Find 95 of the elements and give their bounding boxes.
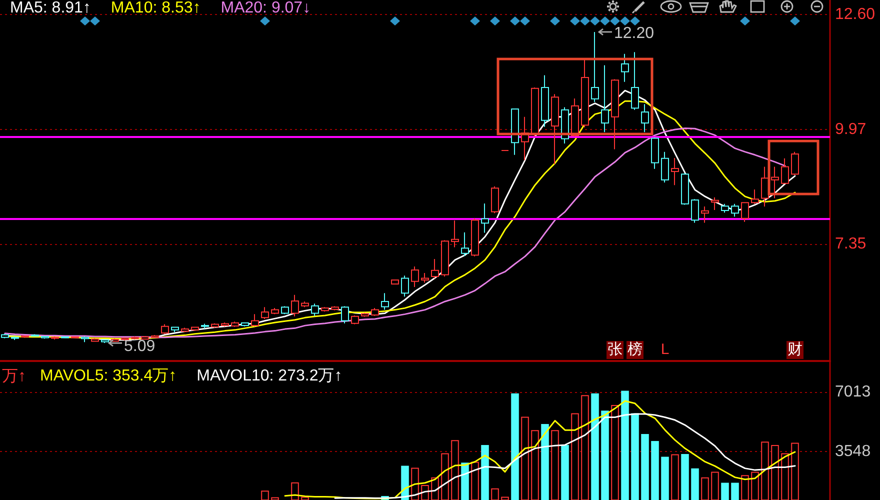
candlestick — [591, 31, 599, 102]
candlestick — [181, 327, 189, 333]
candlestick — [641, 104, 649, 133]
candlestick — [161, 324, 169, 334]
annotation: 12.20 — [614, 24, 654, 42]
candlestick — [671, 157, 679, 186]
candlestick — [471, 218, 479, 257]
candlestick — [691, 198, 699, 224]
candlestick — [21, 335, 29, 338]
candlestick — [621, 53, 629, 82]
candlestick — [231, 321, 239, 328]
candlestick — [491, 186, 499, 214]
candlestick — [681, 172, 689, 206]
candlestick — [281, 306, 289, 315]
candlestick — [61, 336, 69, 339]
candlestick — [81, 336, 89, 343]
candlestick — [481, 202, 489, 234]
candlestick — [331, 306, 339, 311]
candlestick — [141, 336, 149, 340]
candlestick — [191, 326, 199, 332]
candlestick — [541, 74, 549, 128]
candlestick — [251, 314, 259, 327]
candlestick — [731, 203, 739, 218]
text: MA5: 8.91↑ — [10, 0, 91, 16]
candlestick — [401, 275, 409, 298]
candlestick — [361, 312, 369, 318]
candlestick — [71, 336, 79, 339]
candlestick — [11, 336, 19, 340]
candlestick — [531, 87, 539, 138]
annotation: L — [660, 341, 670, 359]
annotation: 财 — [786, 341, 804, 359]
candlestick — [391, 279, 399, 285]
candlestick — [511, 108, 519, 156]
line-series — [284, 400, 796, 500]
candlestick — [741, 202, 749, 222]
candlestick — [761, 166, 769, 208]
candlestick — [101, 339, 109, 344]
candlestick — [711, 196, 719, 211]
candlestick — [151, 334, 159, 338]
candlestick — [241, 322, 249, 327]
candlestick — [651, 136, 659, 170]
candlestick — [31, 334, 39, 337]
candlestick — [291, 294, 299, 317]
text: MA10: 8.53↑ — [110, 0, 201, 16]
candlestick — [351, 314, 359, 325]
candlestick — [441, 240, 449, 278]
y-tick-label: 9.97 — [835, 121, 866, 138]
candlestick — [661, 151, 669, 183]
y-tick-label: 7013 — [835, 383, 871, 400]
annotation: 5.09 — [124, 338, 156, 356]
candlestick — [121, 336, 129, 341]
candlestick — [791, 151, 799, 176]
annotation: 榜 — [626, 341, 644, 359]
candlestick — [171, 326, 179, 333]
candlestick — [201, 323, 209, 330]
y-tick-label: 7.35 — [835, 236, 866, 253]
candlestick — [301, 300, 309, 308]
text: MA20: 9.07↓ — [220, 0, 311, 16]
candlestick — [271, 308, 279, 315]
annotation: 万↑ — [2, 368, 26, 386]
candlestick — [601, 64, 609, 133]
candlestick — [41, 336, 49, 340]
candlestick — [411, 266, 419, 288]
candlestick — [701, 206, 709, 224]
text: MAVOL10: 273.2万↑ — [196, 368, 342, 384]
candlestick — [51, 336, 59, 340]
candlestick — [721, 203, 729, 214]
candlestick — [221, 322, 229, 327]
line-series — [334, 413, 796, 499]
candlestick — [581, 59, 589, 128]
candlestick — [451, 220, 459, 248]
annotation: 张 — [606, 341, 624, 359]
candlestick — [571, 98, 579, 138]
candlestick — [771, 166, 779, 199]
candlestick — [781, 158, 789, 184]
candlestick — [631, 52, 639, 110]
candlestick — [321, 306, 329, 312]
candlestick — [611, 78, 619, 150]
candlestick — [461, 232, 469, 256]
text: MAVOL5: 353.4万↑ — [40, 368, 177, 384]
candlestick — [421, 272, 429, 284]
candlestick — [371, 308, 379, 316]
candlestick — [131, 336, 139, 340]
candlestick — [311, 303, 319, 316]
candlestick — [751, 188, 759, 204]
candlestick — [341, 306, 349, 324]
candlestick — [431, 258, 439, 279]
candlestick — [91, 338, 99, 342]
y-tick-label: 3548 — [835, 443, 871, 460]
y-tick-label: 12.60 — [835, 6, 876, 23]
candlestick — [551, 94, 559, 165]
candlestick — [261, 306, 269, 320]
candlestick — [211, 322, 219, 328]
candlestick — [381, 292, 389, 310]
candlestick — [561, 106, 569, 144]
